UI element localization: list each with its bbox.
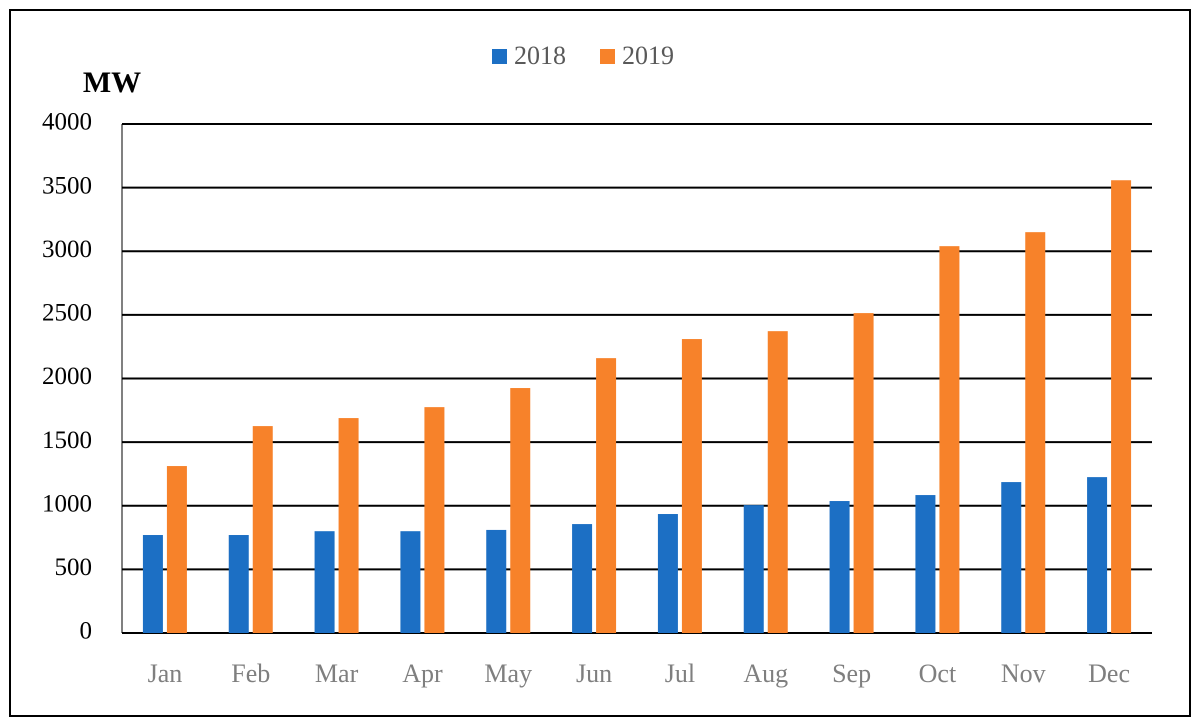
x-tick-label: Jun xyxy=(576,659,612,688)
legend-swatch xyxy=(600,49,615,64)
x-tick-label: Oct xyxy=(919,659,957,688)
bar xyxy=(314,531,335,633)
bar xyxy=(1001,482,1022,633)
x-tick-label: May xyxy=(484,659,532,688)
y-tick-label: 3500 xyxy=(42,172,92,199)
legend-label: 2018 xyxy=(514,41,566,70)
x-tick-label: Jul xyxy=(665,659,695,688)
x-tick-label: Sep xyxy=(832,659,871,688)
x-tick-label: Dec xyxy=(1088,659,1130,688)
bar xyxy=(252,426,273,633)
y-tick-label: 4000 xyxy=(42,109,92,136)
bar xyxy=(657,514,678,633)
bar xyxy=(681,339,702,633)
bar xyxy=(939,246,960,633)
bar xyxy=(829,501,850,633)
bar xyxy=(142,535,163,633)
bar xyxy=(424,407,445,633)
y-tick-label: 2000 xyxy=(42,363,92,390)
bar xyxy=(338,418,359,633)
x-tick-label: Apr xyxy=(402,659,443,688)
bar xyxy=(166,466,187,633)
x-tick-label: Mar xyxy=(315,659,359,688)
legend-swatch xyxy=(492,49,507,64)
bar xyxy=(228,535,249,633)
bar xyxy=(510,388,531,633)
bar xyxy=(1025,232,1046,633)
x-tick-label: Aug xyxy=(743,659,788,688)
bar xyxy=(767,331,788,633)
y-tick-label: 0 xyxy=(80,618,93,645)
bar xyxy=(486,529,507,633)
y-tick-label: 1500 xyxy=(42,427,92,454)
bar xyxy=(572,524,593,633)
x-tick-label: Jan xyxy=(148,659,183,688)
bar xyxy=(1111,180,1132,633)
bar xyxy=(596,358,617,633)
y-tick-label: 500 xyxy=(55,554,93,581)
y-tick-label: 2500 xyxy=(42,300,92,327)
x-tick-label: Feb xyxy=(231,659,270,688)
y-tick-label: 3000 xyxy=(42,236,92,263)
bar xyxy=(400,531,421,633)
bar xyxy=(743,505,764,633)
y-axis-label: MW xyxy=(83,66,141,99)
bar xyxy=(915,495,936,633)
legend-label: 2019 xyxy=(622,41,674,70)
y-tick-label: 1000 xyxy=(42,490,92,517)
bar xyxy=(1087,477,1108,633)
bar xyxy=(853,313,874,633)
x-tick-label: Nov xyxy=(1001,659,1046,688)
